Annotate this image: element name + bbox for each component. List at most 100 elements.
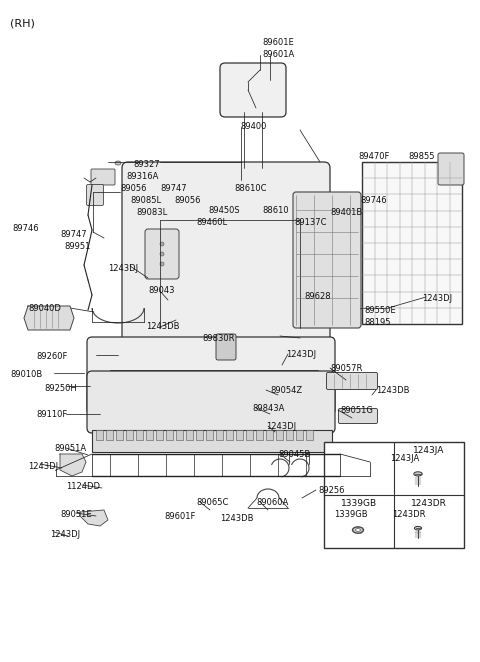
Text: 89601A: 89601A bbox=[262, 50, 294, 59]
Text: 1243DJ: 1243DJ bbox=[422, 294, 452, 303]
Text: 89747: 89747 bbox=[60, 230, 86, 239]
FancyBboxPatch shape bbox=[145, 229, 179, 279]
Text: 89830R: 89830R bbox=[202, 334, 235, 343]
Bar bbox=[362, 162, 462, 324]
Text: 89746: 89746 bbox=[360, 196, 386, 205]
Bar bbox=[106, 430, 113, 440]
FancyBboxPatch shape bbox=[87, 337, 335, 415]
Bar bbox=[156, 430, 163, 440]
Text: 89250H: 89250H bbox=[44, 384, 77, 393]
FancyBboxPatch shape bbox=[87, 371, 335, 433]
Text: 89316A: 89316A bbox=[126, 172, 158, 181]
Text: 1243JA: 1243JA bbox=[390, 454, 419, 463]
Text: 89400: 89400 bbox=[240, 122, 266, 131]
Bar bbox=[176, 430, 183, 440]
Text: 89401B: 89401B bbox=[330, 208, 362, 217]
FancyBboxPatch shape bbox=[91, 169, 115, 185]
Text: 1243DB: 1243DB bbox=[220, 514, 253, 523]
Ellipse shape bbox=[414, 526, 421, 530]
FancyBboxPatch shape bbox=[293, 192, 361, 328]
Text: 89056: 89056 bbox=[120, 184, 146, 193]
FancyBboxPatch shape bbox=[122, 162, 330, 342]
Text: 89051G: 89051G bbox=[340, 406, 373, 415]
Text: 1339GB: 1339GB bbox=[334, 510, 368, 519]
Bar bbox=[136, 430, 143, 440]
Bar bbox=[266, 430, 273, 440]
Text: 89256: 89256 bbox=[318, 486, 345, 495]
Text: 89327: 89327 bbox=[133, 160, 160, 169]
Text: 89060A: 89060A bbox=[256, 498, 288, 507]
Text: 89746: 89746 bbox=[12, 224, 38, 233]
Text: 89051E: 89051E bbox=[60, 510, 92, 519]
Bar bbox=[166, 430, 173, 440]
Text: 88610C: 88610C bbox=[234, 184, 266, 193]
Ellipse shape bbox=[356, 528, 360, 532]
Polygon shape bbox=[24, 306, 74, 330]
Text: 89065C: 89065C bbox=[196, 498, 228, 507]
Bar bbox=[286, 430, 293, 440]
Bar bbox=[216, 430, 223, 440]
Bar bbox=[126, 430, 133, 440]
Bar bbox=[206, 430, 213, 440]
Text: 89083L: 89083L bbox=[136, 208, 167, 217]
Text: 1243DJ: 1243DJ bbox=[28, 462, 58, 471]
Text: 1124DD: 1124DD bbox=[66, 482, 100, 491]
FancyBboxPatch shape bbox=[338, 408, 377, 424]
Ellipse shape bbox=[414, 472, 422, 476]
Bar bbox=[306, 430, 313, 440]
Text: 89054Z: 89054Z bbox=[270, 386, 302, 395]
Text: 89137C: 89137C bbox=[294, 218, 326, 227]
Polygon shape bbox=[60, 454, 86, 476]
Bar bbox=[236, 430, 243, 440]
Text: 89085L: 89085L bbox=[130, 196, 161, 205]
Bar bbox=[116, 430, 123, 440]
Text: 88195: 88195 bbox=[364, 318, 391, 327]
Text: 89628: 89628 bbox=[304, 292, 331, 301]
Ellipse shape bbox=[160, 242, 164, 246]
Text: 1339GB: 1339GB bbox=[341, 499, 377, 508]
Text: 89601E: 89601E bbox=[262, 38, 294, 47]
Text: 89951: 89951 bbox=[64, 242, 90, 251]
Text: 89601F: 89601F bbox=[164, 512, 195, 521]
Ellipse shape bbox=[115, 161, 121, 165]
Bar bbox=[96, 430, 103, 440]
Text: 89460L: 89460L bbox=[196, 218, 227, 227]
Text: 89056: 89056 bbox=[174, 196, 201, 205]
Text: 89040D: 89040D bbox=[28, 304, 61, 313]
Text: (RH): (RH) bbox=[10, 18, 35, 28]
FancyBboxPatch shape bbox=[438, 153, 464, 185]
FancyBboxPatch shape bbox=[326, 373, 377, 389]
Text: 1243DJ: 1243DJ bbox=[108, 264, 138, 273]
Bar bbox=[196, 430, 203, 440]
FancyBboxPatch shape bbox=[86, 185, 104, 205]
Text: 1243DB: 1243DB bbox=[376, 386, 409, 395]
Bar bbox=[226, 430, 233, 440]
Bar bbox=[146, 430, 153, 440]
Bar bbox=[92, 430, 332, 452]
Text: 89260F: 89260F bbox=[36, 352, 67, 361]
Text: 89843A: 89843A bbox=[252, 404, 284, 413]
Ellipse shape bbox=[160, 252, 164, 256]
Text: 89010B: 89010B bbox=[10, 370, 42, 379]
Text: 89747: 89747 bbox=[160, 184, 187, 193]
Text: 1243DJ: 1243DJ bbox=[50, 530, 80, 539]
Text: 89057R: 89057R bbox=[330, 364, 362, 373]
Text: 88610: 88610 bbox=[262, 206, 288, 215]
Text: 89855: 89855 bbox=[408, 152, 434, 161]
Text: 89051A: 89051A bbox=[54, 444, 86, 453]
Text: 1243DR: 1243DR bbox=[411, 499, 447, 508]
Bar bbox=[276, 430, 283, 440]
Text: 89110F: 89110F bbox=[36, 410, 67, 419]
Text: 1243DB: 1243DB bbox=[146, 322, 180, 331]
Text: 89450S: 89450S bbox=[208, 206, 240, 215]
Bar bbox=[324, 442, 464, 548]
Text: 89470F: 89470F bbox=[358, 152, 389, 161]
Bar bbox=[296, 430, 303, 440]
Bar bbox=[256, 430, 263, 440]
Ellipse shape bbox=[352, 527, 364, 533]
Text: 89550E: 89550E bbox=[364, 306, 396, 315]
Polygon shape bbox=[80, 510, 108, 526]
Bar bbox=[246, 430, 253, 440]
Text: 1243DR: 1243DR bbox=[392, 510, 425, 519]
Text: 89045B: 89045B bbox=[278, 450, 310, 459]
